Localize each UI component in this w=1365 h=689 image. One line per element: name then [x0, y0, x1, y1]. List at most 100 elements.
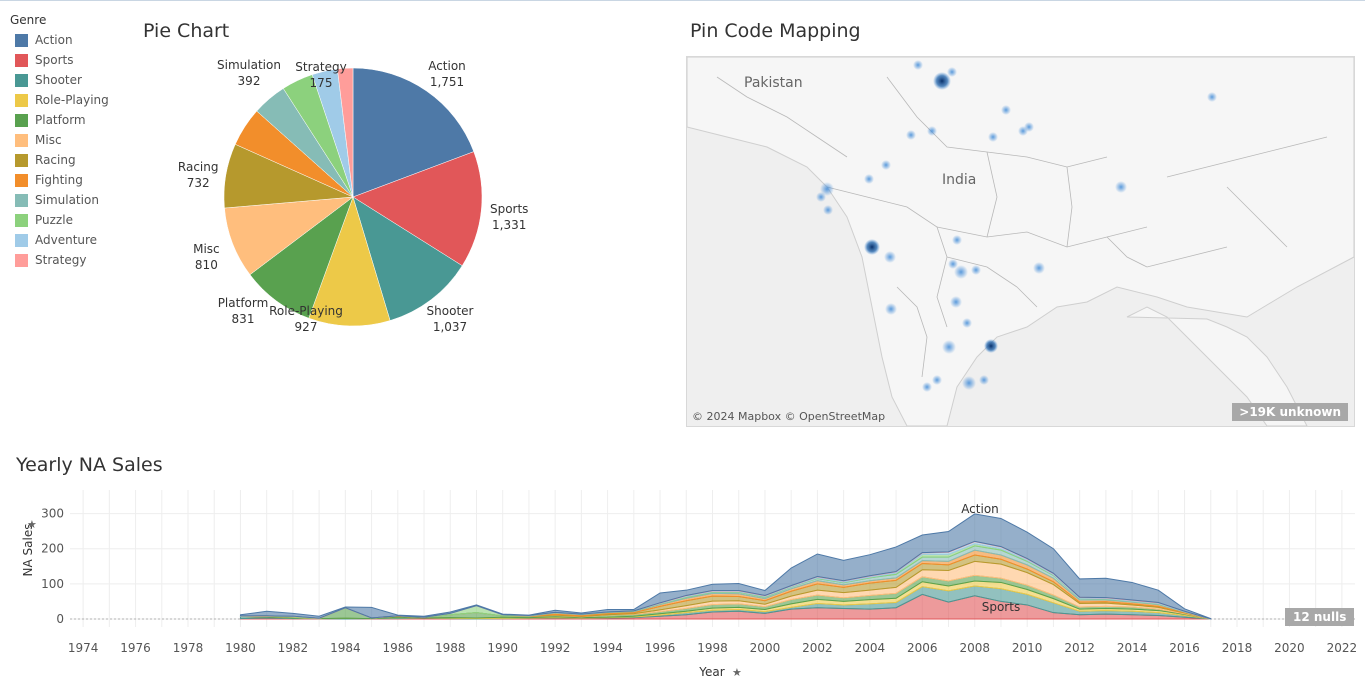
yearly-na-sales-chart[interactable]: 0 100 200 300 1974 1976 1978 1980 1982 1984 1986 19… — [0, 480, 1365, 689]
pin-point — [864, 239, 880, 255]
pie-label-value: 1,331 — [492, 218, 526, 232]
pin-point — [913, 60, 923, 70]
x-tick-label: 2020 — [1274, 641, 1305, 655]
pie-label-value: 1,751 — [430, 75, 464, 89]
y-axis-title: NA Sales — [21, 524, 35, 577]
pie-chart[interactable]: Action 1,751 Sports 1,331 Shooter 1,037 Role-P… — [140, 50, 540, 350]
pin-point — [864, 174, 874, 184]
legend-swatch — [15, 173, 28, 187]
pie-chart-title: Pie Chart — [143, 20, 230, 42]
pin-point — [971, 265, 981, 275]
pie-slice-role-playing[interactable] — [308, 196, 391, 327]
y-tick-label: 300 — [41, 507, 64, 521]
y-axis-pin-icon[interactable]: ★ — [27, 518, 37, 531]
legend-label: Platform — [35, 113, 86, 127]
pie-slice-strategy[interactable] — [337, 67, 354, 198]
legend-label: Simulation — [35, 193, 99, 207]
pie-slice-sports[interactable] — [352, 151, 483, 267]
legend-swatch — [15, 73, 28, 87]
pin-point — [885, 303, 897, 315]
x-axis-pin-icon[interactable]: ★ — [732, 666, 742, 679]
legend-item-platform[interactable]: Platform — [10, 110, 130, 130]
legend-item-shooter[interactable]: Shooter — [10, 70, 130, 90]
legend-item-action[interactable]: Action — [10, 30, 130, 50]
legend-swatch — [15, 213, 28, 227]
pin-point — [1033, 262, 1045, 274]
pie-label-name: Sports — [490, 202, 528, 216]
x-tick-label: 1996 — [645, 641, 676, 655]
pin-point — [927, 126, 937, 136]
pie-slice-shooter[interactable] — [352, 196, 463, 321]
pin-points — [816, 60, 1217, 392]
legend-swatch — [15, 153, 28, 167]
unknown-badge[interactable]: >19K unknown — [1232, 403, 1348, 421]
pie-label-name: Action — [428, 59, 466, 73]
legend-item-fighting[interactable]: Fighting — [10, 170, 130, 190]
pin-point — [881, 160, 891, 170]
legend-item-strategy[interactable]: Strategy — [10, 250, 130, 270]
x-tick-label: 1988 — [435, 641, 466, 655]
legend-swatch — [15, 113, 28, 127]
x-tick-label: 1990 — [487, 641, 518, 655]
x-tick-label: 2008 — [959, 641, 990, 655]
x-tick-label: 2018 — [1222, 641, 1253, 655]
pie-label-value: 927 — [295, 320, 318, 334]
pie-label-value: 1,037 — [433, 320, 467, 334]
annotation-action: Action — [961, 502, 999, 516]
pin-point — [962, 318, 972, 328]
x-tick-label: 2012 — [1064, 641, 1095, 655]
legend-title: Genre — [10, 13, 47, 27]
x-tick-label: 1976 — [120, 641, 151, 655]
southeast-land — [1126, 306, 1308, 426]
x-tick-label: 1980 — [225, 641, 256, 655]
pin-point — [922, 382, 932, 392]
pie-label-name: Misc — [193, 242, 220, 256]
top-border — [0, 0, 1365, 1]
legend-item-puzzle[interactable]: Puzzle — [10, 210, 130, 230]
legend-item-misc[interactable]: Misc — [10, 130, 130, 150]
pin-point — [932, 375, 942, 385]
pie-label-value: 175 — [310, 76, 333, 90]
nulls-badge[interactable]: 12 nulls — [1285, 608, 1355, 626]
x-tick-label: 2002 — [802, 641, 833, 655]
area-chart-title: Yearly NA Sales — [16, 454, 163, 476]
legend-label: Misc — [35, 133, 62, 147]
area-series-action[interactable] — [239, 513, 1212, 620]
pie-label-value: 810 — [195, 258, 218, 272]
pie-label-name: Shooter — [427, 304, 474, 318]
x-tick-label: 1986 — [383, 641, 414, 655]
pie-label-name: Strategy — [295, 60, 346, 74]
legend-item-simulation[interactable]: Simulation — [10, 190, 130, 210]
x-axis-title: Year — [698, 665, 724, 679]
pin-point — [884, 251, 896, 263]
legend-swatch — [15, 93, 28, 107]
map-canvas[interactable]: Pakistan India — [687, 57, 1354, 426]
x-tick-label: 2004 — [855, 641, 886, 655]
map-attribution[interactable]: © 2024 Mapbox © OpenStreetMap — [692, 410, 886, 423]
pin-point — [954, 265, 968, 279]
legend-item-adventure[interactable]: Adventure — [10, 230, 130, 250]
x-tick-label: 1982 — [278, 641, 309, 655]
pin-point — [1207, 92, 1217, 102]
legend-item-role-playing[interactable]: Role-Playing — [10, 90, 130, 110]
legend-label: Puzzle — [35, 213, 73, 227]
pie-label-name: Role-Playing — [269, 304, 343, 318]
legend-item-sports[interactable]: Sports — [10, 50, 130, 70]
legend-swatch — [15, 253, 28, 267]
pin-point — [942, 340, 956, 354]
x-tick-label: 2014 — [1117, 641, 1148, 655]
pin-point — [950, 296, 962, 308]
y-tick-label: 0 — [56, 612, 64, 626]
legend-items: Action Sports Shooter Role-Playing Platform M… — [10, 30, 130, 270]
x-tick-label: 2022 — [1327, 641, 1358, 655]
legend-swatch — [15, 53, 28, 67]
pin-point — [906, 130, 916, 140]
legend-label: Role-Playing — [35, 93, 109, 107]
x-tick-label: 1974 — [68, 641, 99, 655]
pin-point — [816, 192, 826, 202]
legend-item-racing[interactable]: Racing — [10, 150, 130, 170]
pin-point — [823, 205, 833, 215]
legend-label: Adventure — [35, 233, 98, 247]
pin-code-map[interactable]: Pakistan India — [686, 56, 1355, 427]
pie-slice-action[interactable] — [352, 67, 475, 198]
